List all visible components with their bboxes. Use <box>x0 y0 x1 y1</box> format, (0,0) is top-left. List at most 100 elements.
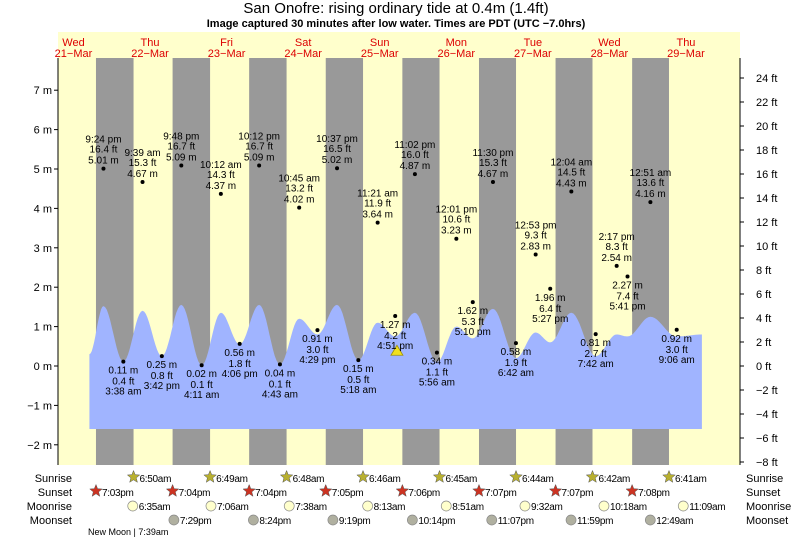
high-tide-point <box>569 189 574 194</box>
astro-table: Sunrise Sunrise 6:50am 6:49am 6:48am 6:46am 6:… <box>27 469 791 537</box>
low-tide-m: 0.11 m <box>108 366 138 377</box>
sunrise-time: 6:49am <box>216 474 248 485</box>
y-tick-label-ft: 10 ft <box>756 241 777 253</box>
y-tick-label-m: 7 m <box>34 85 52 97</box>
moonset-moon-icon <box>486 514 498 526</box>
moonrise-moon-icon <box>127 500 139 512</box>
low-tide-point <box>434 350 439 355</box>
day-weekday: Fri <box>220 37 233 49</box>
day-date: 27−Mar <box>514 48 552 60</box>
y-tick-label-ft: 20 ft <box>756 121 777 133</box>
low-tide-ft: 1.9 ft <box>505 358 527 369</box>
low-tide-time: 5:41 pm <box>609 302 645 313</box>
day-weekday: Mon <box>446 37 467 49</box>
low-tide-time: 3:38 am <box>105 387 141 398</box>
low-tide-m: 1.62 m <box>457 306 488 317</box>
low-tide-m: 0.92 m <box>661 334 692 345</box>
sunrise-time: 6:45am <box>446 474 478 485</box>
high-tide-ft: 16.5 ft <box>323 144 351 155</box>
high-tide-ft: 14.3 ft <box>207 170 235 181</box>
moonset-moon-icon <box>407 514 418 526</box>
low-tide-m: 0.02 m <box>186 369 217 380</box>
y-tick-label-ft: 2 ft <box>756 337 771 349</box>
low-tide-point <box>674 327 679 332</box>
moonrise-time: 9:32am <box>531 502 563 513</box>
high-tide-ft: 11.9 ft <box>364 199 391 210</box>
sunset-row-label-right: Sunset <box>746 487 780 499</box>
low-tide-point <box>315 328 320 333</box>
sunrise-time: 6:50am <box>140 474 172 485</box>
sunrise-star-icon <box>279 469 294 483</box>
high-tide-ft: 10.6 ft <box>442 215 470 226</box>
y-tick-label-ft: −6 ft <box>756 433 778 445</box>
moonrise-time: 11:09am <box>689 502 725 513</box>
high-tide-m: 5.09 m <box>166 152 197 163</box>
high-tide-time: 9:24 pm <box>85 135 121 146</box>
high-tide-point <box>101 166 106 171</box>
low-tide-point <box>593 332 598 337</box>
day-date: 29−Mar <box>667 48 705 60</box>
water-level-area <box>89 304 702 430</box>
moonset-time: 10:14pm <box>418 516 455 527</box>
high-tide-ft: 16.7 ft <box>245 141 273 152</box>
sunrise-star-icon <box>126 469 141 483</box>
high-tide-time: 11:02 pm <box>394 140 435 151</box>
high-tide-m: 4.67 m <box>127 169 158 180</box>
day-weekday: Sun <box>370 37 390 49</box>
y-tick-label-ft: 16 ft <box>756 169 777 181</box>
moonrise-time: 7:38am <box>295 502 327 513</box>
day-weekday: Tue <box>524 37 543 49</box>
high-tide-time: 9:39 am <box>124 148 160 159</box>
high-tide-m: 3.64 m <box>362 210 393 221</box>
low-tide-ft: 5.3 ft <box>462 317 484 328</box>
low-tide-point <box>237 341 242 346</box>
y-tick-label-m: 4 m <box>34 203 52 215</box>
y-tick-label-ft: 18 ft <box>756 145 777 157</box>
low-tide-m: 0.15 m <box>343 364 374 375</box>
y-tick-label-ft: 22 ft <box>756 97 777 109</box>
low-tide-time: 4:06 pm <box>222 369 258 380</box>
y-tick-label-ft: −2 ft <box>756 385 778 397</box>
high-tide-time: 12:04 am <box>550 157 592 168</box>
high-tide-time: 10:37 pm <box>316 134 358 145</box>
day-weekday: Wed <box>62 37 84 49</box>
day-date: 28−Mar <box>591 48 629 60</box>
current-tide-marker <box>390 344 404 356</box>
moonset-moon-icon <box>565 514 577 526</box>
y-tick-label-m: −1 m <box>27 400 52 412</box>
high-tide-m: 4.02 m <box>284 195 315 206</box>
sunset-time: 7:05pm <box>332 488 364 499</box>
day-weekday: Thu <box>141 37 160 49</box>
y-tick-label-ft: 8 ft <box>756 265 771 277</box>
low-tide-time: 4:43 am <box>262 389 298 400</box>
sunset-time: 7:07pm <box>562 488 594 499</box>
high-tide-time: 10:45 am <box>278 174 320 185</box>
day-date: 24−Mar <box>284 48 322 60</box>
low-tide-point <box>470 300 475 305</box>
sunrise-star-icon <box>203 469 217 483</box>
moonset-time: 9:19pm <box>339 516 371 527</box>
day-date: 21−Mar <box>55 48 93 60</box>
low-tide-time: 4:51 pm <box>377 341 413 352</box>
low-tide-ft: 7.4 ft <box>616 292 638 303</box>
moonset-time: 11:07pm <box>498 516 534 527</box>
low-tide-m: 0.91 m <box>302 334 333 345</box>
high-tide-ft: 13.2 ft <box>285 184 313 195</box>
y-tick-label-ft: 24 ft <box>756 73 777 85</box>
low-tide-m: 0.58 m <box>501 347 532 358</box>
sunset-time: 7:06pm <box>408 488 440 499</box>
y-tick-label-m: 3 m <box>34 243 52 255</box>
day-date: 23−Mar <box>208 48 246 60</box>
sunset-time: 7:04pm <box>179 488 211 499</box>
day-date: 22−Mar <box>131 48 169 60</box>
sunset-time: 7:03pm <box>102 488 134 499</box>
sunrise-row-label: Sunrise <box>35 473 72 485</box>
low-tide-time: 9:06 am <box>659 355 695 366</box>
low-tide-point <box>548 286 553 291</box>
sunset-star-icon <box>395 483 410 497</box>
low-tide-point <box>199 363 204 368</box>
high-tide-point <box>375 220 380 225</box>
high-tide-time: 12:01 pm <box>435 205 477 216</box>
low-tide-ft: 2.7 ft <box>585 349 607 360</box>
moonrise-moon-icon <box>677 500 689 512</box>
